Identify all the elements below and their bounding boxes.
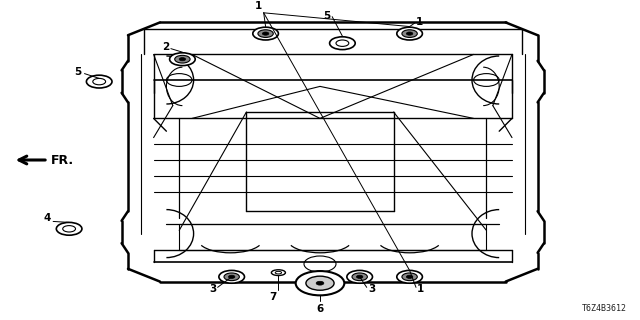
Circle shape xyxy=(258,30,273,37)
Text: 1: 1 xyxy=(416,17,423,28)
Circle shape xyxy=(330,37,355,50)
Circle shape xyxy=(219,270,244,283)
Ellipse shape xyxy=(271,270,285,276)
Circle shape xyxy=(56,222,82,235)
Circle shape xyxy=(406,275,413,278)
Circle shape xyxy=(228,275,235,278)
Circle shape xyxy=(224,273,239,281)
Circle shape xyxy=(262,32,269,35)
Circle shape xyxy=(296,271,344,295)
Circle shape xyxy=(406,32,413,35)
Text: 5: 5 xyxy=(323,11,330,21)
Text: 3: 3 xyxy=(209,284,216,294)
Circle shape xyxy=(352,273,367,281)
Circle shape xyxy=(356,275,363,278)
Text: 2: 2 xyxy=(162,42,169,52)
Circle shape xyxy=(170,53,195,66)
Text: 5: 5 xyxy=(75,67,82,77)
Text: 4: 4 xyxy=(44,213,51,223)
Text: 7: 7 xyxy=(269,292,277,302)
Text: 3: 3 xyxy=(368,284,375,294)
Circle shape xyxy=(179,58,186,61)
Circle shape xyxy=(347,270,372,283)
Circle shape xyxy=(253,27,278,40)
Text: 6: 6 xyxy=(316,304,324,314)
Circle shape xyxy=(86,75,112,88)
Text: FR.: FR. xyxy=(51,154,74,166)
Text: 1: 1 xyxy=(255,1,262,11)
Text: 1: 1 xyxy=(417,284,424,294)
Circle shape xyxy=(306,276,334,290)
Text: T6Z4B3612: T6Z4B3612 xyxy=(582,304,627,313)
Circle shape xyxy=(175,55,190,63)
Circle shape xyxy=(402,30,417,37)
Circle shape xyxy=(316,281,324,285)
Circle shape xyxy=(397,27,422,40)
Circle shape xyxy=(397,270,422,283)
Circle shape xyxy=(402,273,417,281)
